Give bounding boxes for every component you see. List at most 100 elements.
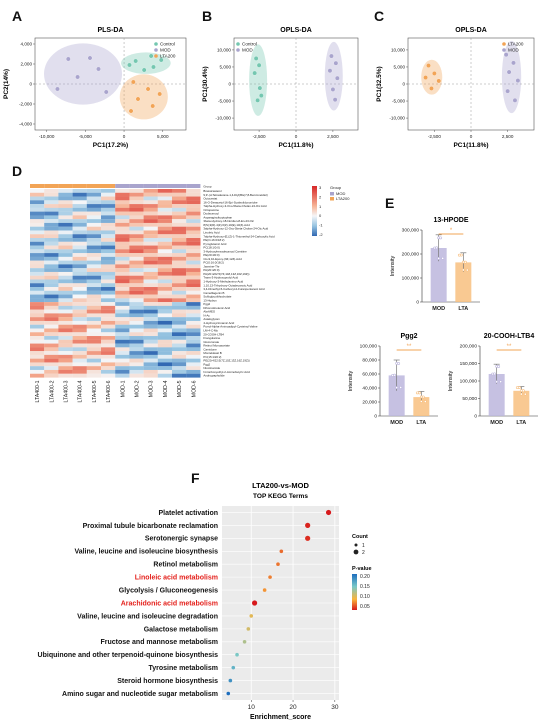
heatmap-row-label: Dodecenoyl — [203, 212, 219, 216]
heatmap-cell — [44, 332, 59, 337]
heatmap-cell — [30, 298, 45, 303]
heatmap-cell — [186, 211, 201, 216]
heatmap-row-label: Pgg2 — [203, 362, 210, 366]
heatmap-cell — [44, 260, 59, 265]
heatmap-cell — [58, 369, 73, 374]
heatmap-cell — [129, 290, 144, 295]
heatmap-cell — [143, 343, 158, 348]
heatmap-cell — [72, 279, 87, 284]
heatmap-cell — [44, 358, 59, 363]
heatmap-cell — [115, 268, 130, 273]
x-tick-label: 2,500 — [327, 134, 339, 139]
heatmap-cell — [30, 189, 45, 193]
heatmap-cell — [157, 373, 173, 378]
heatmap-cell — [72, 343, 87, 348]
heatmap-column-label: LTA400-3 — [64, 380, 70, 402]
heatmap-cell — [186, 275, 201, 280]
heatmap-cell — [44, 215, 59, 220]
heatmap-cell — [129, 204, 144, 208]
heatmap-cell — [58, 358, 73, 363]
heatmap-row-label: Asparaginyltryptophan — [203, 215, 232, 219]
heatmap-cell — [86, 253, 102, 257]
heatmap-cell — [115, 339, 130, 344]
group-annotation-cell — [30, 184, 45, 188]
x-axis-label: PC1(11.8%) — [453, 142, 488, 149]
replicate-point — [459, 253, 463, 257]
heatmap-cell — [58, 362, 73, 367]
heatmap-cell — [58, 320, 73, 325]
heatmap-row-label: 3,4-Dimethyl-5-Carboxyl-2-Furanpentanoic… — [203, 287, 264, 291]
heatmap-cell — [30, 287, 45, 291]
heatmap-cell — [186, 207, 201, 212]
heatmap-cell — [101, 324, 116, 329]
heatmap-cell — [172, 358, 187, 363]
heatmap-cell — [157, 268, 173, 273]
replicate-point — [393, 373, 397, 377]
heatmap-cell — [186, 290, 201, 295]
color-scale-tick: 2 — [319, 194, 322, 199]
count-legend-dot — [354, 543, 358, 547]
heatmap-cell — [115, 294, 130, 299]
kegg-title: LTA200-vs-MOD — [252, 481, 309, 490]
heatmap-cell — [30, 305, 45, 310]
heatmap-cell — [143, 317, 158, 322]
heatmap-cell — [86, 320, 102, 325]
y-tick-label: 5,000 — [220, 65, 232, 70]
heatmap-cell — [186, 347, 201, 352]
y-tick-label: 300,000 — [402, 228, 420, 234]
heatmap-cell — [58, 234, 73, 239]
heatmap-cell — [143, 207, 158, 212]
heatmap-cell — [157, 332, 173, 337]
y-tick-label: 0 — [402, 82, 405, 87]
heatmap-cell — [172, 298, 187, 303]
heatmap-cell — [129, 245, 144, 250]
heatmap-cell — [86, 369, 102, 374]
heatmap-cell — [101, 211, 116, 216]
heatmap-cell — [143, 287, 158, 291]
heatmap-cell — [143, 324, 158, 329]
group-legend-title: Group — [330, 185, 342, 190]
heatmap-column-label: MOD-1 — [120, 380, 126, 397]
heatmap-cell — [157, 256, 173, 261]
kegg-term-dot — [279, 549, 284, 554]
data-point-control — [158, 57, 164, 63]
heatmap-cell — [44, 279, 59, 284]
heatmap-cell — [86, 373, 102, 378]
heatmap-cell — [58, 253, 73, 257]
heatmap-row-label: 13-Hydrox — [203, 298, 217, 302]
heatmap-cell — [101, 290, 116, 295]
heatmap-cell — [44, 200, 59, 205]
heatmap-cell — [86, 189, 102, 193]
heatmap-cell — [186, 234, 201, 239]
data-point-mod — [333, 60, 339, 66]
heatmap-cell — [44, 245, 59, 250]
heatmap-cell — [30, 358, 45, 363]
heatmap-cell — [30, 373, 45, 378]
group-legend-swatch — [330, 197, 334, 201]
heatmap-cell — [186, 336, 201, 340]
heatmap-cell — [157, 354, 173, 359]
confidence-ellipse-mod — [43, 43, 123, 105]
heatmap-cell — [58, 343, 73, 348]
heatmap-cell — [129, 369, 144, 374]
heatmap-cell — [101, 245, 116, 250]
y-tick-label: 0 — [416, 300, 419, 306]
heatmap-cell — [101, 241, 116, 246]
heatmap-cell — [129, 343, 144, 348]
heatmap-cell — [58, 309, 73, 314]
data-point-mod — [505, 88, 510, 94]
heatmap-cell — [86, 339, 102, 344]
heatmap-cell — [101, 279, 116, 284]
heatmap-cell — [72, 219, 87, 224]
heatmap-row-label: Glucuronate — [203, 340, 219, 344]
significance-marker: * — [450, 228, 453, 234]
heatmap-cell — [101, 358, 116, 363]
kegg-term-label: Glycolysis / Gluconeogenesis — [119, 587, 218, 594]
kegg-term-label: Tyrosine metabolism — [148, 665, 218, 672]
heatmap-cell — [86, 249, 102, 254]
heatmap-cell — [86, 309, 102, 314]
data-point-lta200 — [157, 91, 163, 97]
heatmap-cell — [101, 339, 116, 344]
heatmap-cell — [115, 211, 130, 216]
heatmap-cell — [129, 226, 144, 231]
